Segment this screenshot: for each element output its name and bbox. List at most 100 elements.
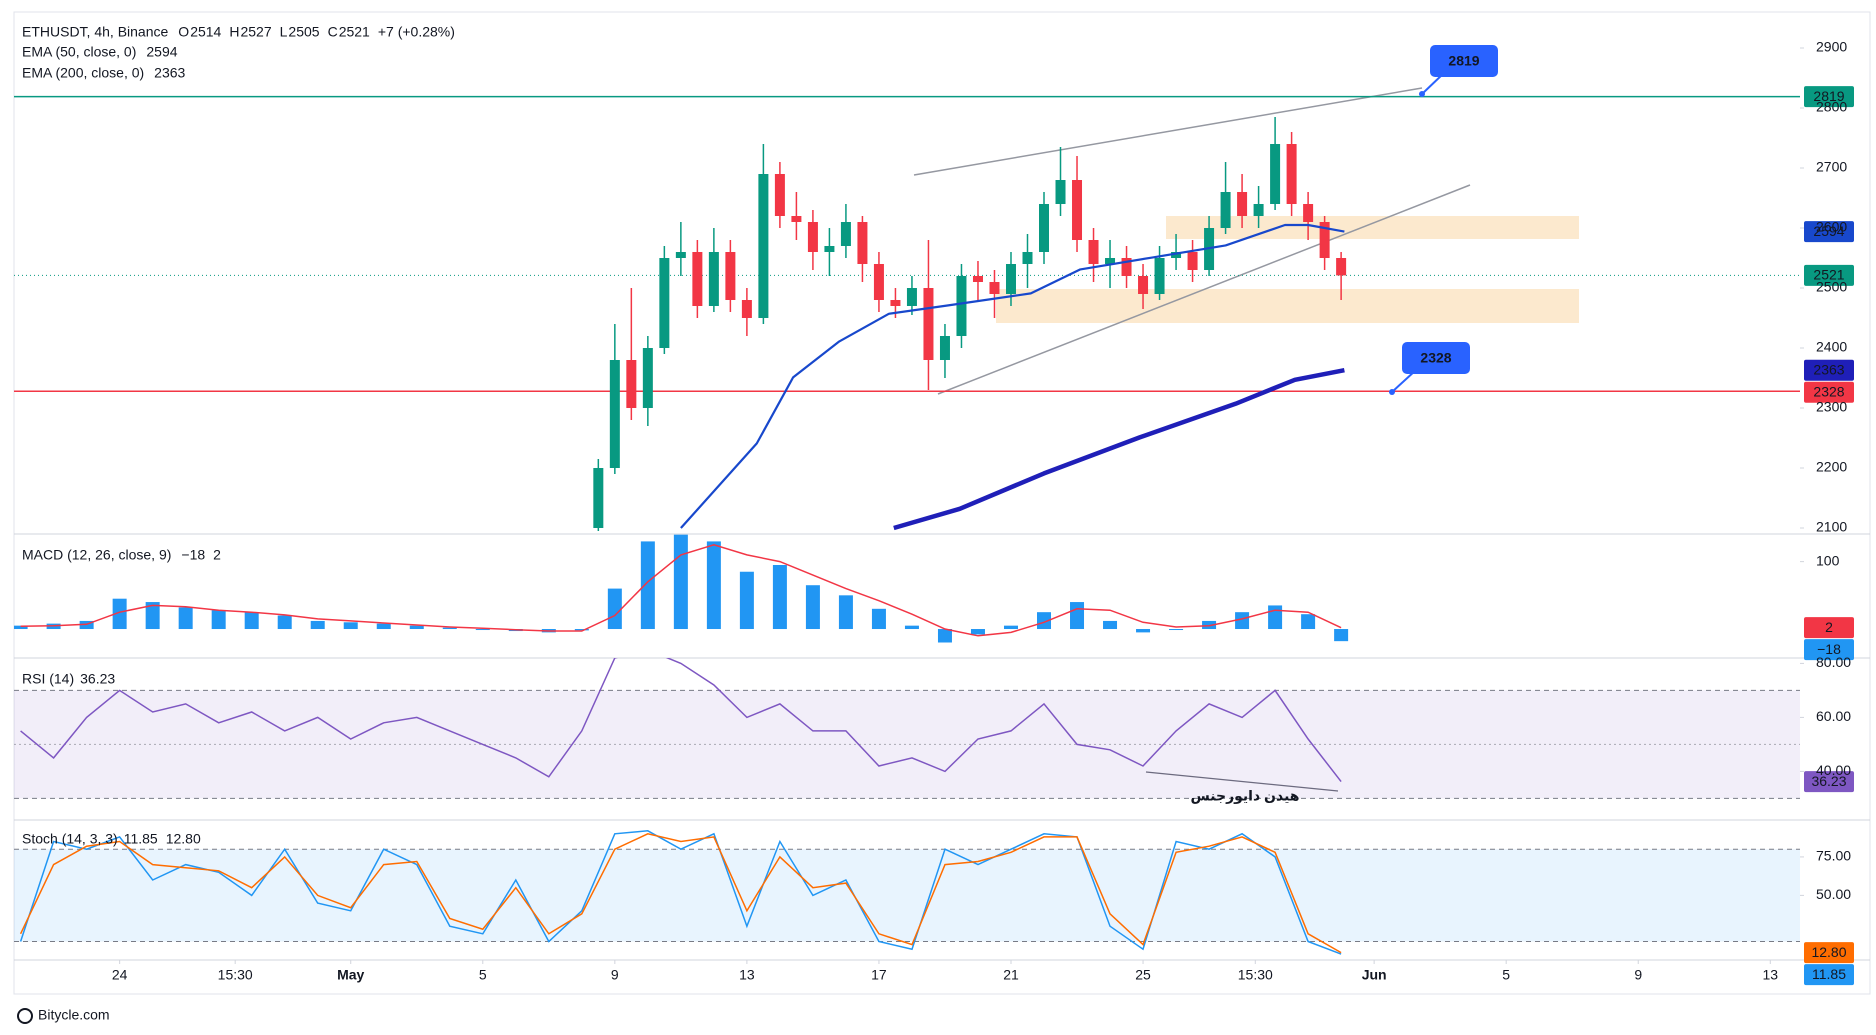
candle-body	[972, 276, 983, 282]
price-badge-label: −18	[1817, 641, 1841, 657]
candle-body	[1039, 204, 1050, 252]
candle-body	[890, 300, 901, 306]
undefined: L	[280, 24, 288, 40]
y-tick-label: 2800	[1816, 99, 1847, 115]
candle-body	[675, 252, 686, 258]
y-tick-label: 50.00	[1816, 886, 1851, 902]
candle-body	[708, 252, 719, 306]
undefined: C	[328, 24, 338, 40]
macd-bar	[1003, 625, 1018, 630]
macd-bar	[937, 629, 952, 643]
candle-body	[593, 468, 604, 528]
candle-body	[659, 258, 670, 348]
macd-bar	[475, 629, 490, 631]
undefined: RSI (14)	[22, 671, 74, 687]
stoch-line	[19, 830, 1342, 955]
macd-bar	[376, 623, 391, 630]
resistance-zone	[1166, 216, 1579, 239]
panel-0	[14, 95, 1800, 531]
x-tick-label: 17	[871, 967, 887, 983]
candle-body	[626, 360, 637, 408]
macd-bar	[904, 625, 919, 630]
candle-body	[1220, 192, 1231, 228]
candle-body	[774, 174, 785, 216]
macd-bar	[640, 541, 655, 630]
macd-bar	[211, 610, 226, 630]
undefined: MACD (12, 26, close, 9)	[22, 547, 171, 563]
candle-body	[1319, 222, 1330, 258]
ema-line	[680, 223, 1345, 529]
y-tick-label: 2500	[1816, 279, 1847, 295]
macd-bar	[1136, 629, 1151, 633]
candle-body	[807, 222, 818, 252]
undefined: 2594	[146, 44, 177, 60]
macd-bar	[772, 565, 787, 630]
support-zone	[996, 289, 1579, 323]
price-badge-label: 2328	[1813, 383, 1844, 399]
price-badge	[1804, 942, 1854, 964]
undefined: 2505	[288, 24, 319, 40]
panel-3	[14, 830, 1800, 955]
price-badge-label: 36.23	[1811, 773, 1846, 789]
undefined: 11.85	[124, 831, 158, 847]
candle-body	[725, 252, 736, 300]
candle-body	[923, 288, 934, 360]
y-tick-label: 2400	[1816, 339, 1847, 355]
rsi-band	[14, 690, 1800, 799]
macd-bar	[673, 534, 688, 630]
candle-body	[642, 348, 653, 408]
candle-body	[956, 276, 967, 336]
stoch-band	[14, 849, 1800, 942]
trend-line	[937, 184, 1471, 395]
macd-bar	[1235, 612, 1250, 630]
x-tick-label: 15:30	[218, 967, 253, 983]
macd-bar	[442, 627, 457, 630]
y-tick-label: 100	[1816, 552, 1840, 568]
undefined: 2521	[339, 24, 370, 40]
macd-bar	[178, 607, 193, 630]
macd-bar	[310, 620, 325, 630]
undefined: 36.23	[80, 671, 115, 687]
candle-body	[1270, 144, 1281, 204]
macd-bar	[14, 625, 28, 630]
stoch-line	[19, 833, 1342, 954]
footer-logo: Bitycle.com	[17, 1007, 110, 1024]
trend-line	[913, 87, 1423, 176]
y-tick-label: 75.00	[1816, 848, 1851, 864]
candle-body	[1154, 258, 1165, 294]
macd-bar	[871, 608, 886, 630]
candle-body	[1022, 252, 1033, 264]
x-tick-label: Jun	[1362, 967, 1387, 983]
macd-bar	[1070, 602, 1085, 630]
candle-body	[609, 360, 620, 468]
macd-bar	[805, 585, 820, 630]
macd-bar	[1301, 614, 1316, 630]
undefined: 12.80	[166, 831, 201, 847]
price-badge	[1804, 381, 1854, 403]
macd-bar	[277, 615, 292, 630]
candle-body	[1171, 252, 1182, 258]
price-badge	[1804, 86, 1854, 108]
callout-box	[1430, 45, 1498, 77]
price-badge-label: 2819	[1813, 88, 1844, 104]
rsi-line	[20, 658, 1342, 783]
macd-bar	[607, 588, 622, 630]
macd-bar	[1037, 612, 1052, 630]
macd-bar	[739, 571, 754, 630]
undefined: 2363	[154, 65, 185, 81]
undefined: EMA (200, close, 0)	[22, 65, 144, 81]
x-tick-label: 5	[479, 967, 487, 983]
macd-bar	[1169, 629, 1184, 631]
x-tick-label: 13	[739, 967, 755, 983]
candle-body	[873, 264, 884, 300]
x-tick-label: 15:30	[1238, 967, 1273, 983]
callout-label: 2328	[1420, 350, 1451, 366]
macd-bar	[1268, 605, 1283, 630]
macd-bar	[409, 625, 424, 630]
macd-bar	[145, 602, 160, 630]
divergence-line	[1145, 771, 1339, 792]
panel-2	[14, 658, 1800, 799]
undefined: −18	[181, 547, 205, 563]
undefined: +7 (+0.28%)	[378, 24, 455, 40]
